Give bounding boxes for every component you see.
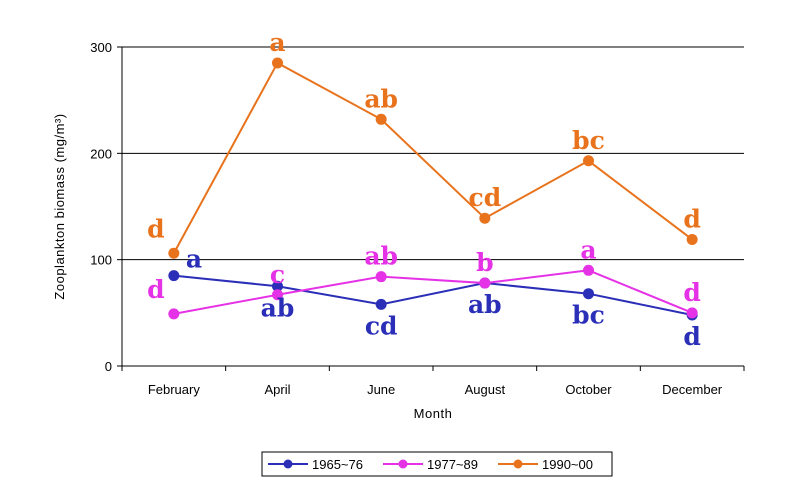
- axes: [121, 47, 745, 371]
- legend: 1965~76 1977~89 1990~00: [261, 451, 613, 477]
- data-point: [168, 270, 180, 282]
- data-point: [272, 280, 283, 292]
- data-label: ab: [468, 290, 502, 319]
- data-label: a: [269, 28, 285, 57]
- y-tick-label: 200: [90, 146, 112, 161]
- series-line: [173, 269, 693, 315]
- data-point: [686, 307, 698, 319]
- data-point: [686, 233, 698, 245]
- data-point: [272, 289, 283, 301]
- data-label: bc: [572, 301, 605, 330]
- x-tick-label: August: [465, 382, 506, 397]
- legend-label: 1965~76: [312, 457, 363, 472]
- data-point: [583, 264, 594, 276]
- legend-box: [261, 451, 613, 477]
- x-tick-label: December: [662, 382, 723, 397]
- data-point: [168, 247, 180, 259]
- legend-label: 1977~89: [427, 457, 478, 472]
- legend-item-1965~76: 1965~76: [268, 457, 363, 472]
- y-tick-labels: 0 100 200 300: [90, 40, 112, 374]
- data-label: cd: [365, 311, 398, 340]
- data-point: [583, 288, 594, 300]
- x-tick-label: June: [367, 382, 395, 397]
- data-label: d: [683, 278, 700, 307]
- y-tick-label: 100: [90, 253, 112, 268]
- x-tick-label: October: [565, 382, 612, 397]
- data-label: a: [580, 235, 596, 264]
- series-1990~00: [168, 57, 698, 259]
- data-label: bc: [572, 126, 605, 155]
- legend-item-1977~89: 1977~89: [383, 457, 478, 472]
- legend-label: 1990~00: [542, 457, 593, 472]
- y-tick-label: 300: [90, 40, 112, 55]
- legend-swatch-marker: [283, 459, 293, 469]
- series-1965~76: [168, 270, 698, 321]
- data-label: cd: [468, 183, 501, 212]
- data-label: ab: [364, 242, 398, 271]
- x-tick-label: February: [148, 382, 201, 397]
- series: [168, 57, 698, 321]
- data-label: ab: [364, 84, 398, 113]
- legend-item-1990~00: 1990~00: [498, 457, 593, 472]
- data-label: ab: [261, 293, 295, 322]
- data-point: [479, 212, 491, 224]
- x-tick-label: April: [264, 382, 290, 397]
- data-label: c: [270, 260, 285, 289]
- data-label: d: [147, 275, 164, 304]
- data-label: d: [147, 214, 164, 243]
- data-point: [583, 155, 594, 167]
- y-axis-title: Zooplankton biomass (mg/m³): [52, 113, 67, 299]
- data-point: [272, 57, 283, 69]
- data-point: [375, 298, 387, 310]
- gridlines: [117, 46, 744, 367]
- x-tick-labels: February April June August October December: [148, 382, 723, 397]
- legend-swatch-marker: [513, 459, 523, 469]
- series-line: [173, 274, 693, 316]
- legend-swatch-marker: [398, 459, 408, 469]
- data-point: [168, 308, 180, 320]
- y-tick-label: 0: [105, 359, 112, 374]
- data-point: [479, 277, 491, 289]
- x-axis-title: Month: [414, 406, 453, 421]
- series-1977~89: [168, 264, 698, 320]
- series-line: [172, 61, 693, 254]
- data-label: a: [186, 245, 202, 274]
- data-label: d: [683, 322, 700, 351]
- data-label: d: [683, 204, 700, 233]
- data-point: [375, 271, 387, 283]
- data-label: b: [476, 248, 493, 277]
- data-point: [375, 113, 387, 125]
